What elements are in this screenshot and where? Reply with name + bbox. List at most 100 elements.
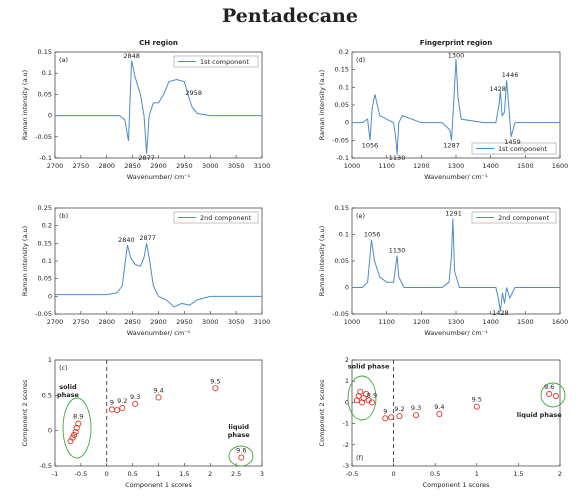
x-tick-label: 2950 [176, 318, 193, 326]
score-point [119, 405, 126, 412]
peak-label: 2877 [139, 234, 156, 242]
score-point [413, 412, 420, 419]
point-label: 9.5 [472, 396, 482, 404]
x-tick-label: -0.5 [346, 470, 359, 478]
x-tick-label: 1100 [378, 318, 395, 326]
plot-frame [54, 51, 263, 159]
y-tick-label: 0 [345, 284, 349, 292]
point-label: 9.6 [544, 383, 554, 391]
panel: 2700 2750 2800 2850 2900 2950 3000 3050 3100 -0.0… [21, 204, 270, 337]
y-tick-label: 2 [345, 356, 349, 364]
x-axis-label: Wavenumber/ cm⁻¹ [424, 173, 488, 181]
score-point [388, 414, 395, 421]
x-tick-label: 1200 [413, 162, 430, 170]
x-tick-label: 1300 [448, 162, 465, 170]
x-tick-label: 2.5 [231, 470, 241, 478]
phase-label: liquid [228, 423, 249, 431]
y-axis-label: Raman intensity (a.u) [21, 70, 29, 140]
x-tick-label: 1 [475, 470, 479, 478]
point-label: 8.9 [367, 391, 377, 399]
y-tick-label: 0 [345, 398, 349, 406]
score-point [75, 420, 82, 427]
y-tick-label: 0.15 [335, 66, 349, 74]
x-tick-label: 1 [156, 470, 160, 478]
x-tick-label: 0 [105, 470, 109, 478]
plot-frame [351, 359, 561, 467]
score-point [363, 390, 370, 397]
y-axis-label: Raman intensity (a.u) [318, 70, 326, 140]
phase-label: solid phase [348, 362, 390, 370]
peak-label: 1287 [443, 142, 460, 150]
x-tick-label: 2900 [150, 318, 167, 326]
y-tick-label: 0.05 [335, 257, 349, 265]
legend-label: 2nd component [498, 214, 550, 222]
peak-label: 1428 [492, 309, 509, 317]
y-axis-label: Raman intensity (a.u) [21, 226, 29, 296]
score-point [212, 385, 219, 392]
point-label: 9 [110, 398, 114, 406]
peak-label: 2848 [123, 52, 140, 60]
peak-label: 1300 [448, 52, 465, 60]
phase-ellipse [62, 397, 92, 459]
phase-label: solid [59, 383, 77, 391]
phase-ellipse [228, 445, 254, 467]
x-tick-label: 3 [260, 470, 264, 478]
legend-label: 2nd component [200, 214, 252, 222]
peak-label: 1428 [489, 85, 506, 93]
spectrum-line [352, 59, 560, 155]
x-tick-label: 2850 [124, 318, 141, 326]
x-tick-label: 1000 [344, 162, 361, 170]
y-tick-label: 0 [48, 427, 52, 435]
peak-label: 1291 [445, 209, 462, 217]
x-tick-label: 1.5 [179, 470, 189, 478]
y-tick-label: -2 [343, 441, 349, 449]
point-label: 9.4 [434, 403, 444, 411]
y-tick-label: 0.05 [335, 101, 349, 109]
x-tick-label: -0.5 [75, 470, 88, 478]
y-tick-label: -0.5 [39, 462, 52, 470]
y-tick-label: 0.1 [339, 83, 349, 91]
point-label: 9.3 [130, 393, 140, 401]
y-axis-label: Raman intensity (a.u) [318, 226, 326, 296]
panel-label: (a) [59, 56, 68, 64]
x-axis-label: Component 1 scores [125, 481, 192, 489]
y-tick-label: 0.05 [38, 90, 52, 98]
x-tick-label: 1200 [413, 318, 430, 326]
panel: CH region 2700 2750 2800 2850 2900 2950 3000 305… [21, 39, 270, 181]
panel-label: (d) [356, 56, 365, 64]
x-tick-label: 0 [392, 470, 396, 478]
panel-label: (e) [356, 212, 365, 220]
y-tick-label: 0 [345, 119, 349, 127]
peak-label: 2840 [118, 236, 135, 244]
panel-label: (b) [59, 212, 68, 220]
panel: Fingerprint region 1000 1100 1200 1300 1400 15… [318, 39, 568, 181]
plot-frame [351, 207, 561, 315]
x-tick-label: 3000 [202, 162, 219, 170]
x-axis-label: Component 1 scores [423, 481, 490, 489]
x-tick-label: 2 [208, 470, 212, 478]
score-point [132, 400, 139, 407]
x-tick-label: 3000 [202, 318, 219, 326]
legend-box [471, 142, 557, 155]
phase-label: phase [57, 391, 80, 399]
score-point [552, 392, 559, 400]
y-tick-label: -0.05 [35, 133, 52, 141]
x-axis-label: Wavenumber/ cm⁻¹ [127, 173, 191, 181]
x-tick-label: 2700 [47, 162, 64, 170]
peak-label: 1130 [389, 246, 406, 254]
legend-label: 1st component [498, 145, 547, 153]
x-tick-label: 1100 [378, 162, 395, 170]
spectrum-line [55, 243, 262, 308]
panel-title: CH region [139, 39, 178, 47]
x-tick-label: -1 [52, 470, 58, 478]
y-tick-label: 0.2 [42, 222, 52, 230]
score-point [382, 415, 389, 422]
x-tick-label: 3100 [254, 318, 271, 326]
plot-frame [54, 207, 263, 315]
x-tick-label: 3100 [254, 162, 271, 170]
panel-title: Fingerprint region [420, 39, 492, 47]
legend-box [173, 211, 259, 224]
x-axis-label: Wavenumber/ cm⁻¹ [127, 329, 191, 337]
x-tick-label: 2750 [73, 318, 90, 326]
